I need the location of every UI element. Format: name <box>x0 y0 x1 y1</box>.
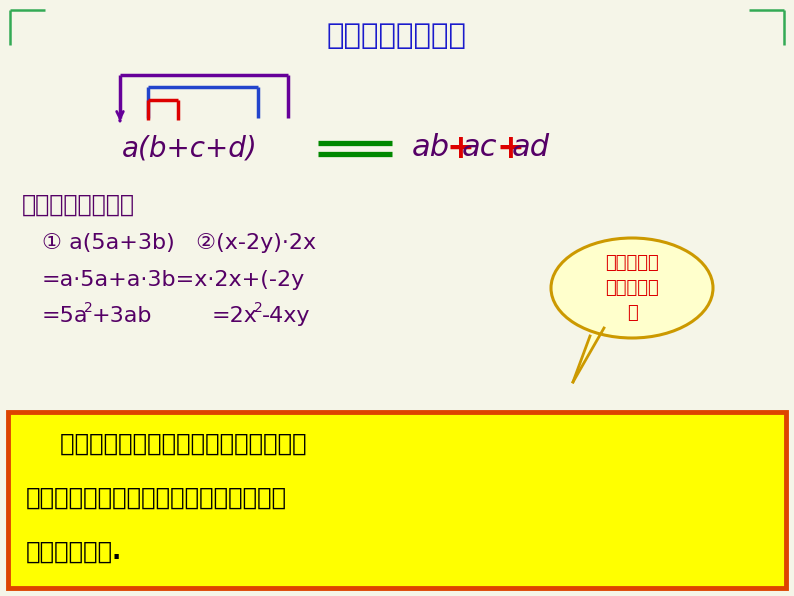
Text: 2: 2 <box>254 301 263 315</box>
Text: =2x: =2x <box>212 306 258 326</box>
Text: ab: ab <box>412 134 450 163</box>
Ellipse shape <box>551 238 713 338</box>
Text: 单项式乘单
项式运算法
则: 单项式乘单 项式运算法 则 <box>605 254 659 322</box>
Text: 试计算下列各式：: 试计算下列各式： <box>22 193 135 217</box>
Text: ad: ad <box>512 134 550 163</box>
Text: a(b+c+d): a(b+c+d) <box>122 134 258 162</box>
Text: 根据乘法的分配律: 根据乘法的分配律 <box>327 22 467 50</box>
Text: =a·5a+a·3b=x·2x+(-2y: =a·5a+a·3b=x·2x+(-2y <box>42 270 305 290</box>
FancyBboxPatch shape <box>8 412 786 588</box>
Text: -4xy: -4xy <box>262 306 310 326</box>
Text: 单项式与多项式相乘，就是依据乘法分: 单项式与多项式相乘，就是依据乘法分 <box>26 432 306 456</box>
Text: 所得的积相加.: 所得的积相加. <box>26 540 122 564</box>
Text: 配律，用单项式乘多项式的每一项，再把: 配律，用单项式乘多项式的每一项，再把 <box>26 486 287 510</box>
Text: +: + <box>446 132 474 164</box>
Text: ① a(5a+3b)   ②(x-2y)·2x: ① a(5a+3b) ②(x-2y)·2x <box>42 233 316 253</box>
Text: +: + <box>496 132 524 164</box>
Text: =5a: =5a <box>42 306 88 326</box>
Text: ac: ac <box>462 134 498 163</box>
Text: +3ab: +3ab <box>92 306 152 326</box>
Text: 2: 2 <box>84 301 93 315</box>
Polygon shape <box>573 328 604 382</box>
